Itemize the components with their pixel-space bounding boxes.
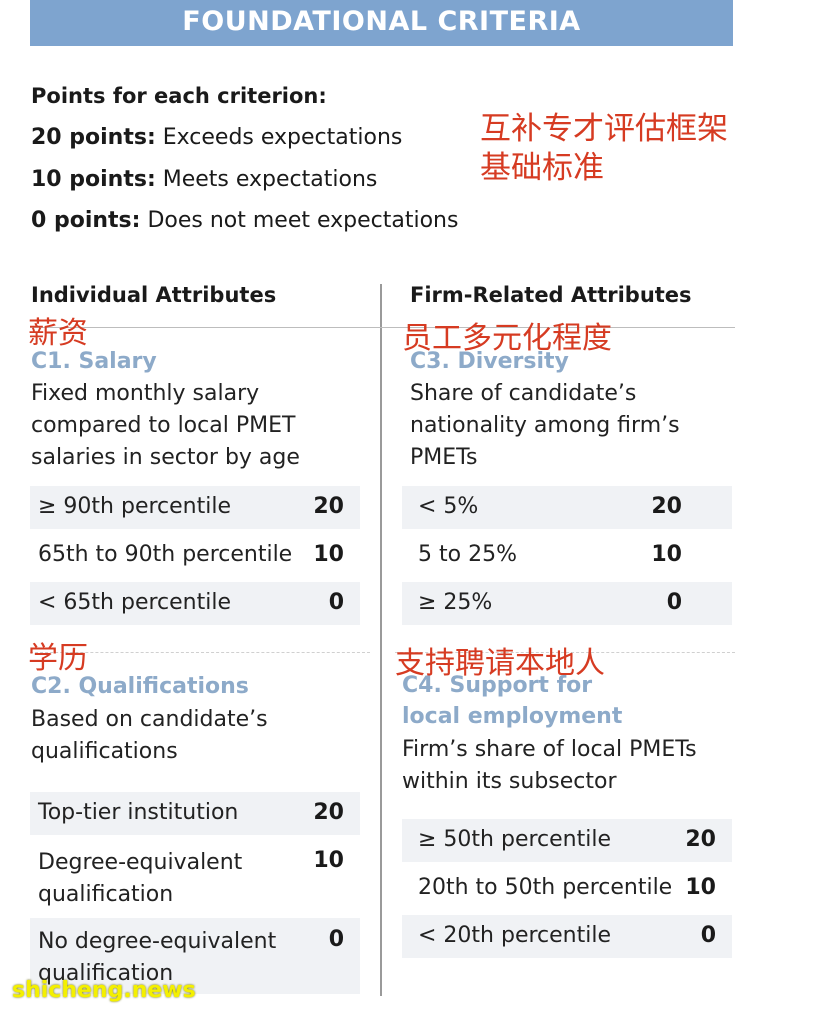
row-points: 20 (313, 800, 344, 825)
row-points: 0 (328, 927, 344, 952)
desc-line: Share of candidate’s (410, 381, 637, 406)
desc-line: qualifications (31, 739, 178, 764)
horizontal-rule (30, 327, 735, 328)
desc-line: Based on candidate’s (31, 707, 268, 732)
column-heading-firm: Firm-Related Attributes (410, 283, 692, 307)
points-value: 20 points: (31, 125, 156, 150)
desc-line: compared to local PMET (31, 413, 296, 438)
table-row: 20th to 50th percentile 10 (402, 867, 732, 910)
row-label-line: qualification (38, 882, 174, 907)
table-row: 65th to 90th percentile 10 (30, 534, 360, 577)
table-row: < 65th percentile 0 (30, 582, 360, 625)
table-row: ≥ 25% 0 (402, 582, 732, 625)
row-label-line: No degree-equivalent (38, 929, 277, 954)
criterion-title-qualifications: C2. Qualifications (31, 674, 249, 699)
table-row: No degree-equivalent qualification 0 (30, 918, 360, 994)
row-label: Top-tier institution (38, 800, 239, 825)
row-label: ≥ 50th percentile (418, 827, 612, 852)
table-row: Top-tier institution 20 (30, 792, 360, 835)
zh-annotation-title: 互补专才评估框架 (480, 111, 728, 147)
points-value: 10 points: (31, 167, 156, 192)
zh-label-salary: 薪资 (28, 316, 88, 351)
zh-label-support: 支持聘请本地人 (395, 646, 605, 681)
points-text: Exceeds expectations (162, 125, 403, 150)
table-row: Degree-equivalent qualification 10 (30, 840, 360, 910)
row-label: < 5% (418, 494, 479, 519)
desc-line: nationality among firm’s (410, 413, 680, 438)
points-row-0: 0 points: Does not meet expectations (31, 208, 458, 233)
criterion-title-support-line2: local employment (402, 704, 623, 729)
row-label: Degree-equivalent qualification (38, 847, 242, 911)
row-points: 10 (313, 542, 344, 567)
row-label: 65th to 90th percentile (38, 542, 293, 567)
row-points: 10 (313, 848, 344, 873)
row-points: 0 (700, 923, 716, 948)
desc-line: within its subsector (402, 769, 617, 794)
criterion-title-diversity: C3. Diversity (410, 349, 569, 374)
table-row: ≥ 50th percentile 20 (402, 819, 732, 862)
criterion-desc-diversity: Share of candidate’s nationality among f… (410, 378, 680, 474)
row-points: 20 (651, 494, 682, 519)
table-row: < 5% 20 (402, 486, 732, 529)
table-row: < 20th percentile 0 (402, 915, 732, 958)
row-label: No degree-equivalent qualification (38, 926, 276, 990)
zh-label-qualifications: 学历 (28, 641, 88, 676)
row-points: 20 (313, 494, 344, 519)
criterion-desc-qualifications: Based on candidate’s qualifications (31, 704, 268, 768)
points-text: Does not meet expectations (147, 208, 459, 233)
banner-title: FOUNDATIONAL CRITERIA (182, 6, 581, 37)
row-label: ≥ 90th percentile (38, 494, 232, 519)
points-text: Meets expectations (162, 167, 378, 192)
row-label: ≥ 25% (418, 590, 493, 615)
row-label-line: Degree-equivalent (38, 850, 243, 875)
points-value: 0 points: (31, 208, 141, 233)
row-label: < 20th percentile (418, 923, 612, 948)
row-label: 20th to 50th percentile (418, 875, 673, 900)
row-points: 10 (651, 542, 682, 567)
desc-line: Fixed monthly salary (31, 381, 260, 406)
points-heading: Points for each criterion: (31, 84, 327, 108)
dashed-divider (395, 652, 735, 653)
table-row: ≥ 90th percentile 20 (30, 486, 360, 529)
desc-line: PMETs (410, 445, 478, 470)
criterion-title-salary: C1. Salary (31, 349, 157, 374)
header-banner (30, 0, 733, 46)
zh-annotation-subtitle: 基础标准 (480, 150, 604, 186)
row-points: 20 (685, 827, 716, 852)
criterion-title-support: C4. Support for (402, 673, 593, 698)
table-row: 5 to 25% 10 (402, 534, 732, 577)
points-row-10: 10 points: Meets expectations (31, 167, 377, 192)
criterion-desc-salary: Fixed monthly salary compared to local P… (31, 378, 300, 474)
desc-line: Firm’s share of local PMETs (402, 737, 697, 762)
column-divider (380, 284, 382, 996)
dashed-divider (30, 652, 370, 653)
zh-label-diversity: 员工多元化程度 (402, 321, 612, 356)
row-label: 5 to 25% (418, 542, 517, 567)
row-points: 10 (685, 875, 716, 900)
points-row-20: 20 points: Exceeds expectations (31, 125, 402, 150)
watermark: shicheng.news (12, 978, 196, 1003)
column-heading-individual: Individual Attributes (31, 283, 277, 307)
desc-line: salaries in sector by age (31, 445, 300, 470)
row-label: < 65th percentile (38, 590, 232, 615)
row-label-line: qualification (38, 961, 174, 986)
row-points: 0 (328, 590, 344, 615)
row-points: 0 (666, 590, 682, 615)
criterion-desc-support: Firm’s share of local PMETs within its s… (402, 734, 697, 798)
